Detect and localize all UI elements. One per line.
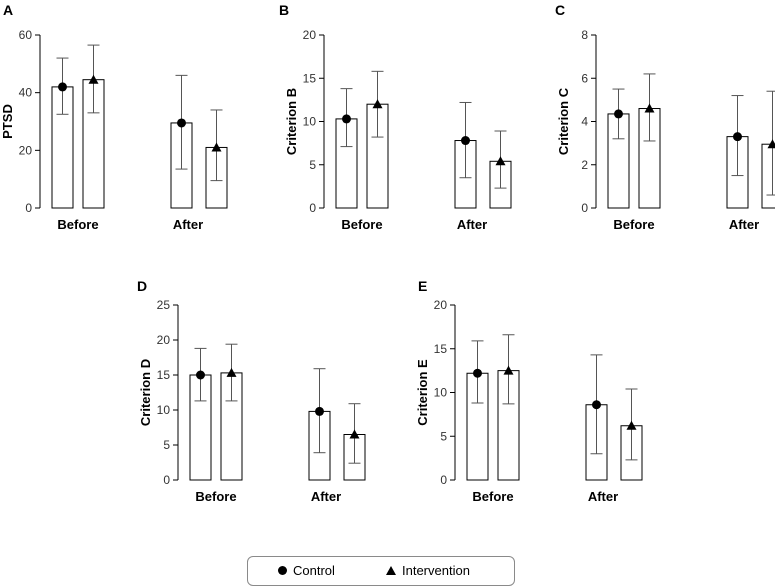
y-tick-label: 6 (581, 71, 588, 85)
y-tick-label: 15 (303, 71, 317, 85)
data-point-intervention (349, 429, 360, 439)
panel-letter: D (137, 278, 147, 294)
x-category-label: Before (57, 217, 98, 232)
y-tick-label: 20 (157, 333, 171, 347)
data-point-control (177, 118, 186, 128)
data-point-control (733, 132, 742, 142)
data-point-intervention (644, 103, 655, 113)
x-category-label: After (588, 489, 618, 504)
x-category-label: After (457, 217, 487, 232)
panel-letter: E (418, 278, 427, 294)
y-axis-label: Criterion E (415, 359, 430, 426)
data-point-intervention (88, 74, 99, 84)
panel-letter: C (555, 2, 565, 18)
y-tick-label: 8 (581, 28, 588, 42)
data-point-control (473, 368, 482, 378)
y-tick-label: 10 (303, 115, 317, 129)
x-category-label: Before (472, 489, 513, 504)
y-tick-label: 15 (434, 342, 448, 356)
y-axis-label: PTSD (0, 104, 15, 139)
legend-label-control: Control (293, 563, 335, 578)
triangle-marker-icon (386, 566, 396, 575)
y-axis-label: Criterion B (284, 88, 299, 155)
y-tick-label: 5 (309, 158, 316, 172)
legend-label-intervention: Intervention (402, 563, 470, 578)
bar-intervention-after (761, 143, 775, 209)
y-tick-label: 20 (434, 298, 448, 312)
y-tick-label: 10 (157, 403, 171, 417)
panel-e: E Criterion E 0 5 10 15 20 Before After (415, 278, 643, 504)
data-point-control (342, 114, 351, 124)
x-category-label: After (173, 217, 203, 232)
data-point-intervention (503, 365, 514, 375)
x-category-label: After (311, 489, 341, 504)
panel-a: A PTSD 0 20 40 60 Before After (0, 2, 228, 232)
panel-c: C Criterion C 0 2 4 6 8 Before After (555, 2, 775, 232)
panel-b: B Criterion B 0 5 10 15 20 Before After (279, 2, 512, 232)
y-tick-label: 15 (157, 368, 171, 382)
y-tick-label: 0 (440, 473, 447, 487)
data-point-intervention (626, 420, 637, 430)
panel-letter: A (3, 2, 13, 18)
y-tick-label: 60 (19, 28, 33, 42)
data-point-control (614, 109, 623, 119)
data-point-control (315, 406, 324, 416)
panel-letter: B (279, 2, 289, 18)
circle-marker-icon (278, 566, 287, 575)
y-axis-label: Criterion D (138, 359, 153, 426)
data-point-intervention (495, 156, 506, 166)
y-axis-label: Criterion C (556, 87, 571, 155)
legend-item-control: Control (278, 563, 335, 578)
data-point-control (196, 370, 205, 380)
y-tick-label: 10 (434, 386, 448, 400)
y-tick-label: 20 (19, 143, 33, 157)
data-point-intervention (372, 99, 383, 109)
panel-d: D Criterion D 0 5 10 15 20 25 Before After (137, 278, 366, 504)
x-category-label: Before (613, 217, 654, 232)
y-tick-label: 5 (163, 438, 170, 452)
data-point-control (58, 82, 67, 92)
data-point-intervention (226, 367, 237, 377)
y-tick-label: 0 (581, 201, 588, 215)
y-tick-label: 0 (163, 473, 170, 487)
x-category-label: Before (341, 217, 382, 232)
y-tick-label: 25 (157, 298, 171, 312)
x-category-label: After (729, 217, 759, 232)
legend: Control Intervention (247, 556, 515, 586)
y-tick-label: 0 (309, 201, 316, 215)
y-tick-label: 20 (303, 28, 317, 42)
data-point-intervention (767, 139, 775, 149)
data-point-control (461, 136, 470, 146)
x-category-label: Before (195, 489, 236, 504)
y-tick-label: 40 (19, 86, 33, 100)
y-tick-label: 0 (25, 201, 32, 215)
data-point-control (592, 400, 601, 410)
legend-item-intervention: Intervention (386, 563, 470, 578)
y-tick-label: 4 (581, 115, 588, 129)
y-tick-label: 5 (440, 429, 447, 443)
data-point-intervention (211, 142, 222, 152)
y-tick-label: 2 (581, 158, 588, 172)
